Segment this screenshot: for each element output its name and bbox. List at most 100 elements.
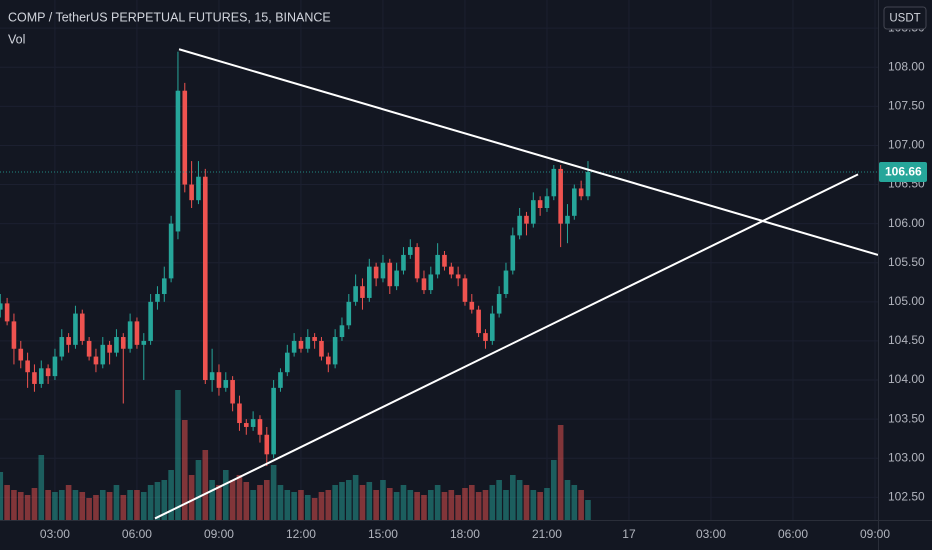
y-tick-label: 102.50 bbox=[888, 489, 925, 503]
y-tick-label: 106.00 bbox=[888, 216, 925, 230]
candle-body bbox=[421, 278, 427, 291]
candle-body bbox=[4, 303, 10, 322]
volume-bar bbox=[448, 490, 455, 520]
volume-bar bbox=[168, 470, 174, 520]
volume-bar bbox=[380, 480, 386, 520]
candle-body bbox=[544, 196, 550, 208]
x-tick-label: 03:00 bbox=[40, 527, 70, 541]
volume-bar bbox=[188, 475, 195, 520]
candle-body bbox=[585, 172, 591, 197]
candle-body bbox=[305, 337, 311, 349]
y-tick-label: 107.00 bbox=[888, 138, 925, 152]
x-tick-label: 06:00 bbox=[778, 527, 808, 541]
volume-bar bbox=[585, 500, 591, 520]
candle-body bbox=[572, 188, 577, 216]
volume-bar bbox=[11, 490, 17, 520]
volume-bar bbox=[393, 492, 400, 520]
candle-body bbox=[32, 372, 37, 384]
candle-body bbox=[100, 344, 106, 365]
candle-body bbox=[202, 176, 208, 381]
candle-body bbox=[551, 168, 557, 197]
volume-bar bbox=[147, 485, 154, 520]
candle-body bbox=[18, 348, 24, 361]
volume-bar bbox=[236, 475, 243, 520]
y-tick-label: 103.50 bbox=[888, 411, 925, 425]
volume-bar bbox=[516, 480, 523, 520]
volume-bar bbox=[93, 495, 99, 520]
candle-body bbox=[510, 235, 516, 271]
candle-body bbox=[189, 184, 194, 201]
candle-body bbox=[52, 356, 58, 377]
candle-body bbox=[86, 340, 92, 357]
candle-body bbox=[490, 313, 495, 341]
candle-body bbox=[469, 301, 475, 310]
volume-bar bbox=[496, 480, 502, 520]
candle-body bbox=[0, 303, 3, 310]
candles bbox=[0, 51, 591, 467]
volume-bar bbox=[113, 485, 120, 520]
volume-bar bbox=[530, 490, 537, 520]
currency[interactable]: USDT bbox=[889, 13, 920, 25]
volume-bar bbox=[298, 490, 304, 520]
volume-bar bbox=[4, 485, 10, 520]
volume-bar bbox=[304, 495, 311, 520]
candle-body bbox=[257, 419, 263, 435]
volume-bar bbox=[250, 490, 256, 520]
candle-body bbox=[435, 254, 440, 275]
volume-bar bbox=[24, 495, 31, 520]
volume-bar bbox=[86, 498, 92, 520]
currency-box[interactable] bbox=[883, 6, 927, 30]
volume-bar bbox=[216, 485, 222, 520]
candle-body bbox=[250, 419, 256, 427]
candle-body bbox=[73, 313, 78, 345]
volume-bar bbox=[311, 498, 318, 520]
indicator-label: Vol bbox=[8, 32, 25, 46]
candle-body bbox=[127, 321, 133, 349]
candle-body bbox=[558, 168, 563, 224]
candle-body bbox=[107, 344, 112, 353]
volume-pane bbox=[0, 390, 591, 520]
candle-body bbox=[45, 368, 51, 377]
y-tick-label: 104.00 bbox=[888, 372, 925, 386]
candle-body bbox=[332, 337, 338, 365]
x-tick-label: 09:00 bbox=[860, 527, 890, 541]
volume-bar bbox=[455, 495, 461, 520]
volume-bar bbox=[181, 420, 188, 520]
y-tick-label: 108.00 bbox=[888, 59, 925, 73]
candle-body bbox=[196, 176, 201, 201]
candle-body bbox=[38, 368, 44, 384]
volume-bar bbox=[263, 480, 270, 520]
y-tick-label: 107.50 bbox=[888, 99, 925, 113]
volume-bar bbox=[134, 490, 140, 520]
volume-bar bbox=[222, 470, 229, 520]
last-price-box bbox=[879, 162, 927, 183]
candle-body bbox=[462, 278, 468, 302]
candle-body bbox=[394, 270, 399, 287]
drawings bbox=[0, 48, 878, 520]
volume-bar bbox=[229, 480, 236, 520]
volume-bar bbox=[544, 488, 550, 520]
x-tick-label: 18:00 bbox=[450, 527, 480, 541]
volume-bar bbox=[386, 488, 393, 520]
volume-bar bbox=[106, 492, 113, 520]
volume-bar bbox=[421, 495, 427, 520]
candle-body bbox=[414, 247, 420, 279]
candle-body bbox=[79, 313, 85, 341]
volume-bar bbox=[434, 485, 441, 520]
candle-body bbox=[312, 337, 317, 341]
candle-body bbox=[182, 90, 188, 185]
candle-body bbox=[25, 360, 30, 373]
volume-bar bbox=[551, 460, 557, 520]
candle-body bbox=[93, 356, 99, 365]
candle-body bbox=[11, 321, 17, 349]
volume-bar bbox=[52, 492, 58, 520]
candle-body bbox=[155, 294, 160, 302]
candle-body bbox=[442, 254, 447, 267]
candle-body bbox=[366, 266, 372, 298]
volume-bar bbox=[352, 475, 359, 520]
volume-bar bbox=[564, 480, 571, 520]
candle-body bbox=[134, 321, 140, 345]
volume-bar bbox=[284, 490, 291, 520]
